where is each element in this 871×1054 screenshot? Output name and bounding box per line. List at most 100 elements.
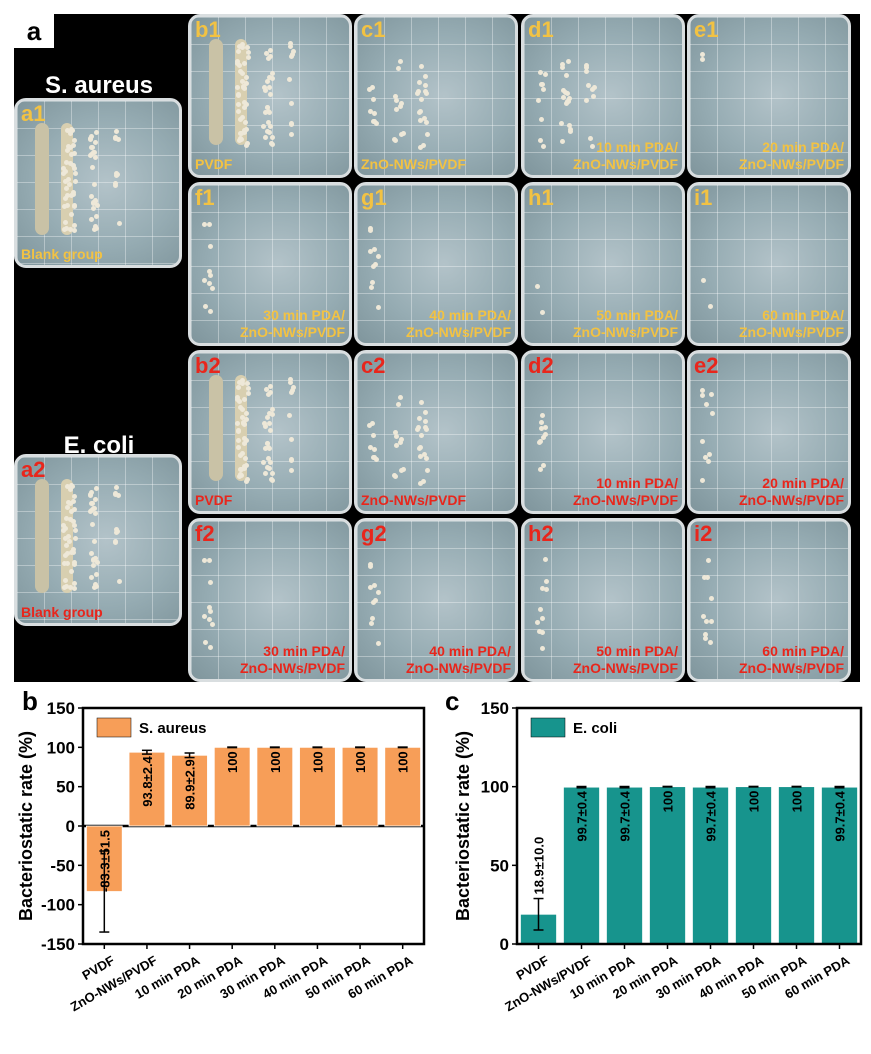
colony: [708, 595, 714, 601]
colony: [417, 445, 423, 451]
plate-caption: ZnO-NWs/PVDF: [361, 156, 466, 172]
colony: [373, 261, 379, 267]
colony: [237, 43, 243, 49]
colony: [265, 455, 271, 461]
colony: [206, 281, 212, 287]
y-tick-label-2: 100: [481, 778, 509, 797]
colony: [65, 550, 71, 556]
agar-plate-a2: a2 Blank group: [14, 454, 182, 626]
colony: [392, 94, 398, 100]
colony: [267, 124, 273, 130]
agar-plate-f1: f1 30 min PDA/ ZnO-NWs/PVDF: [188, 182, 352, 346]
colony: [268, 384, 274, 390]
colony: [243, 455, 249, 461]
chart-b-s-aureus: b-83.3±51.5PVDF93.8±2.4ZnO-NWs/PVDF89.9±…: [16, 686, 426, 1014]
colony: [72, 137, 78, 143]
colony: [398, 437, 404, 443]
colony: [64, 560, 70, 566]
colony: [290, 385, 296, 391]
colony: [371, 582, 377, 588]
colony: [72, 171, 78, 177]
colony: [63, 195, 69, 201]
colony: [68, 152, 74, 158]
colony: [201, 614, 207, 620]
colony: [239, 377, 245, 383]
colony: [543, 432, 549, 438]
plate-caption: 50 min PDA/ ZnO-NWs/PVDF: [573, 643, 678, 676]
colony: [244, 478, 250, 484]
colony: [421, 143, 427, 149]
colony: [238, 467, 244, 473]
colony: [421, 479, 427, 485]
agar-plate-h1: h1 50 min PDA/ ZnO-NWs/PVDF: [521, 182, 685, 346]
colony: [559, 120, 565, 126]
colony: [262, 88, 268, 94]
colony: [266, 466, 272, 472]
colony: [67, 144, 73, 150]
colony: [89, 193, 95, 199]
agar-plate-g1: g1 40 min PDA/ ZnO-NWs/PVDF: [354, 182, 518, 346]
colony: [242, 86, 248, 92]
colony: [240, 381, 246, 386]
colony: [701, 575, 707, 581]
colony: [370, 615, 376, 621]
y-axis-label: Bacteriostatic rate (%): [453, 731, 473, 921]
colony: [704, 618, 710, 624]
agar-plate-b2: b2 PVDF: [188, 350, 352, 514]
colony: [114, 129, 120, 135]
colony: [244, 101, 250, 107]
colony: [700, 387, 706, 393]
colony: [373, 597, 379, 603]
colony: [288, 43, 294, 49]
colony: [540, 412, 546, 418]
colony: [561, 94, 567, 100]
colony: [63, 220, 69, 226]
colony: [709, 619, 715, 625]
colony: [243, 410, 249, 416]
colony: [246, 49, 252, 55]
colony: [207, 308, 213, 314]
colony: [287, 77, 293, 83]
colony: [67, 517, 73, 523]
colony: [540, 87, 546, 93]
colony: [583, 68, 589, 74]
colony: [88, 217, 94, 223]
species-title-s-aureus: S. aureus: [44, 72, 154, 99]
colony: [590, 143, 596, 149]
colony: [288, 101, 294, 107]
colony: [701, 613, 707, 619]
colony: [240, 406, 246, 412]
bar-2: [171, 754, 208, 827]
plate-tag: g1: [361, 185, 387, 210]
colony: [237, 452, 243, 458]
colony: [534, 619, 540, 625]
colony: [237, 116, 243, 122]
colony: [67, 160, 73, 166]
colony: [244, 142, 250, 148]
colony: [266, 56, 272, 62]
colony: [235, 445, 241, 451]
colony: [235, 420, 241, 426]
colony: [63, 516, 69, 522]
colony: [208, 244, 214, 250]
colony: [289, 131, 295, 137]
colony: [238, 136, 244, 142]
colony: [210, 285, 216, 291]
colony: [116, 220, 122, 226]
colony: [72, 166, 78, 172]
colony: [700, 51, 706, 57]
colony: [702, 455, 708, 461]
colony: [68, 192, 74, 198]
colony: [269, 76, 275, 82]
colony: [62, 535, 68, 541]
colony: [246, 55, 252, 61]
bar-value-label-2: 99.7±0.4: [618, 790, 633, 841]
colony: [262, 84, 268, 90]
colony: [539, 425, 544, 431]
colony: [94, 571, 100, 577]
colony: [206, 557, 212, 563]
colony: [246, 385, 252, 391]
colony: [240, 78, 246, 84]
colony: [539, 586, 545, 592]
colony: [65, 534, 71, 540]
